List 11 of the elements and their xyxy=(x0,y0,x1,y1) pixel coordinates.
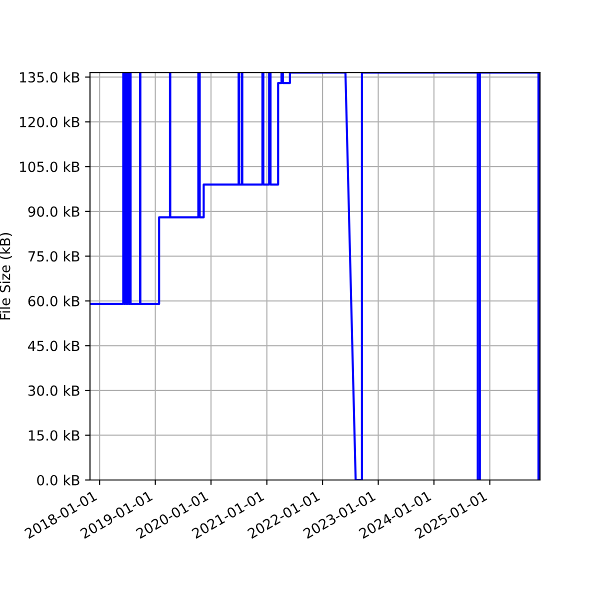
y-tick-label: 75.0 kB xyxy=(28,250,80,262)
y-tick-label: 135.0 kB xyxy=(20,72,80,83)
y-tick-label: 15.0 kB xyxy=(28,430,80,441)
y-tick-label: 90.0 kB xyxy=(28,206,80,217)
y-tick-label: 60.0 kB xyxy=(28,296,80,306)
y-tick-label: 30.0 kB xyxy=(28,385,80,396)
y-tick-label: 120.0 kB xyxy=(20,116,80,128)
y-tick-label: 105.0 kB xyxy=(20,161,80,172)
y-axis-title: File Size (kB) xyxy=(0,232,12,320)
y-tick-label: 0.0 kB xyxy=(37,474,80,486)
y-tick-label: 45.0 kB xyxy=(28,340,80,352)
